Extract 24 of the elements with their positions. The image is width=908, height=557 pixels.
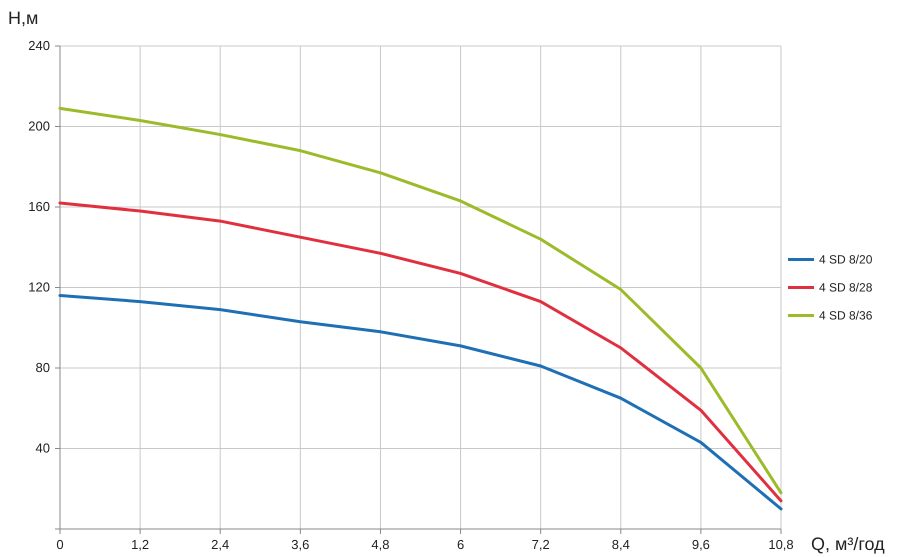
- x-tick-label: 3,6: [291, 537, 310, 552]
- y-tick-label: 120: [28, 280, 50, 294]
- line-series: [58, 106, 782, 494]
- y-tick-label: 80: [36, 360, 50, 375]
- x-tick-label: 7,2: [532, 537, 550, 552]
- y-axis-title: H,м: [8, 8, 38, 28]
- y-tick-label: 40: [36, 440, 50, 456]
- legend-label: 4 SD 8/36: [819, 308, 873, 322]
- y-tick-label: 200: [28, 118, 50, 134]
- x-tick-label: 10,8: [768, 537, 794, 552]
- y-tick-label: 240: [28, 38, 50, 53]
- legend-label: 4 SD 8/20: [819, 252, 873, 266]
- x-tick-label: 9,6: [692, 537, 710, 552]
- x-axis-title: Q, м³/год: [811, 534, 886, 554]
- x-tick-label: 1,2: [131, 537, 150, 552]
- x-tick-label: 2,4: [211, 537, 230, 552]
- x-tick-label: 8,4: [612, 537, 630, 552]
- x-tick-label: 6: [456, 537, 464, 552]
- line-series: [58, 294, 782, 510]
- y-tick-label: 160: [28, 199, 50, 214]
- x-tick-label: 0: [56, 537, 64, 552]
- x-tick-label: 4,8: [371, 537, 390, 552]
- line-series: [58, 201, 782, 502]
- legend-label: 4 SD 8/28: [819, 280, 873, 294]
